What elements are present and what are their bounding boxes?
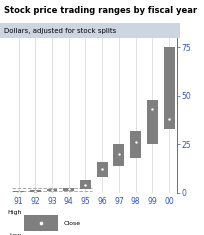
Bar <box>113 144 124 165</box>
Bar <box>130 131 141 158</box>
Bar <box>47 189 58 191</box>
Text: 99: 99 <box>147 197 157 206</box>
Text: 93: 93 <box>47 197 57 206</box>
Text: 92: 92 <box>30 197 40 206</box>
Text: 98: 98 <box>131 197 141 206</box>
Text: Low: Low <box>10 233 22 235</box>
Bar <box>80 180 91 189</box>
Text: Stock price trading ranges by fiscal year: Stock price trading ranges by fiscal yea… <box>4 6 197 15</box>
Text: 91: 91 <box>14 197 23 206</box>
Text: 97: 97 <box>114 197 124 206</box>
Text: Close: Close <box>64 221 81 226</box>
Bar <box>13 191 24 192</box>
Text: 00: 00 <box>164 197 174 206</box>
Text: Dollars, adjusted for stock splits: Dollars, adjusted for stock splits <box>4 27 116 34</box>
Text: 94: 94 <box>64 197 74 206</box>
Text: 95: 95 <box>81 197 90 206</box>
Bar <box>97 162 108 177</box>
Bar <box>30 190 41 192</box>
Text: High: High <box>8 210 22 215</box>
Bar <box>63 188 74 191</box>
Text: 96: 96 <box>97 197 107 206</box>
Bar <box>24 215 58 231</box>
Bar <box>147 100 158 144</box>
Bar <box>164 47 175 129</box>
